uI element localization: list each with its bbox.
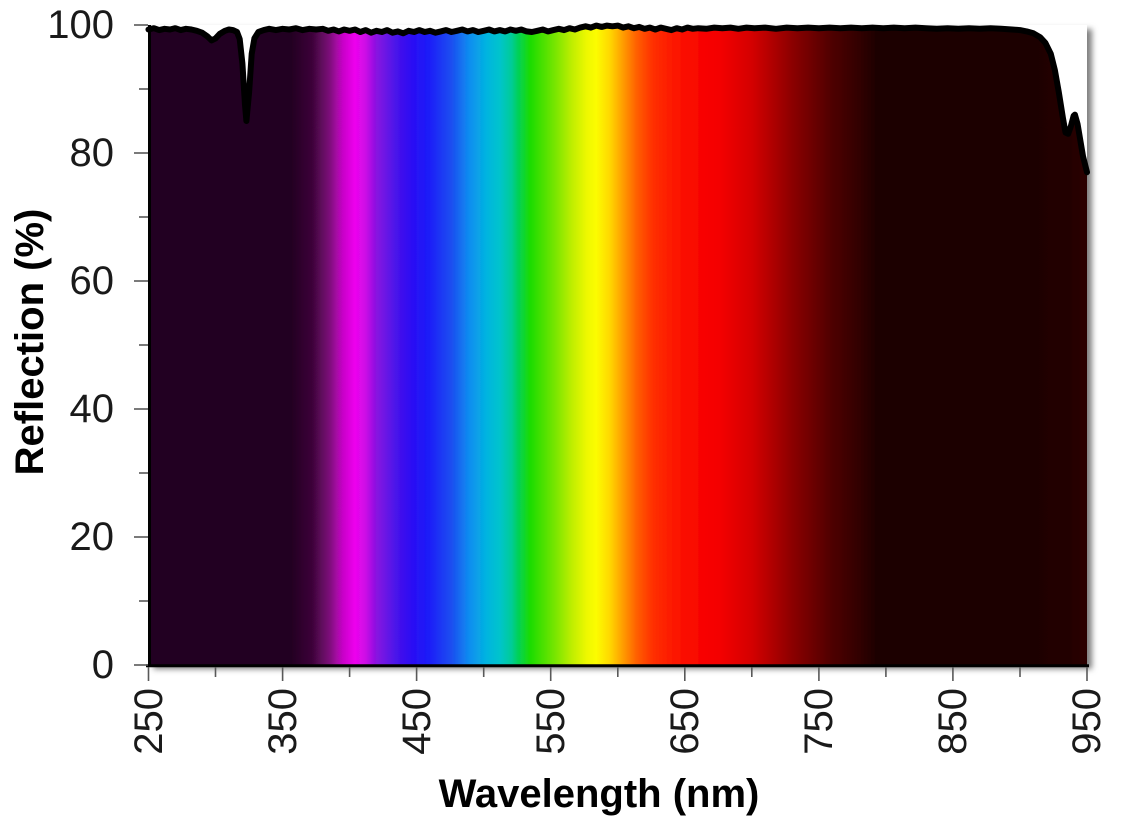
spectrum-fill bbox=[148, 25, 1087, 665]
y-axis-title: Reflection (%) bbox=[8, 208, 52, 476]
y-tick-label: 40 bbox=[69, 387, 115, 431]
reflection-curve bbox=[145, 22, 1090, 176]
x-tick-label: 850 bbox=[931, 688, 975, 755]
x-axis-title: Wavelength (nm) bbox=[438, 772, 760, 816]
tick-marks bbox=[134, 24, 1088, 681]
y-tick-label: 100 bbox=[47, 3, 114, 47]
y-tick-label: 80 bbox=[69, 131, 115, 175]
axes bbox=[146, 25, 1089, 668]
x-tick-label: 950 bbox=[1065, 688, 1109, 755]
y-tick-label: 20 bbox=[69, 515, 115, 559]
y-tick-label: 60 bbox=[69, 259, 115, 303]
x-tick-label: 350 bbox=[261, 688, 305, 755]
x-tick-label: 250 bbox=[127, 688, 171, 755]
y-tick-label: 0 bbox=[91, 643, 114, 687]
